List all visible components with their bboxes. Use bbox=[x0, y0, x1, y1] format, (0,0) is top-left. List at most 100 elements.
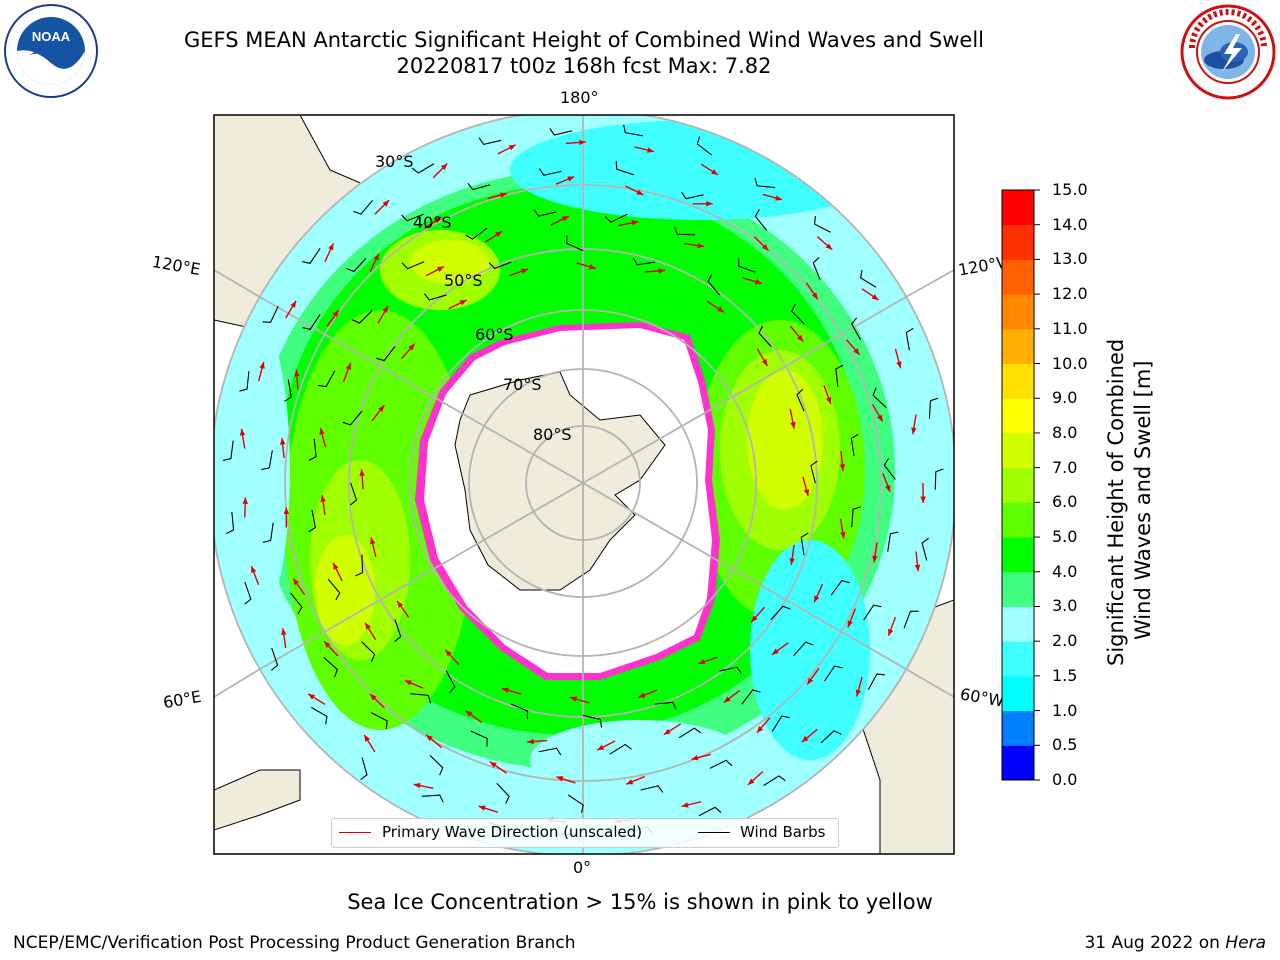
wave-arrow-head bbox=[382, 200, 390, 207]
wave-arrow-head bbox=[495, 231, 503, 238]
wind-barb bbox=[549, 128, 572, 136]
wind-barb bbox=[609, 743, 632, 755]
wave-arrow-head bbox=[500, 192, 507, 198]
wave-arrow-head bbox=[294, 369, 300, 377]
wave-arrow-head bbox=[638, 692, 646, 698]
wind-barb bbox=[771, 715, 790, 732]
wave-arrow-head bbox=[631, 220, 639, 226]
wave-arrow-head bbox=[459, 299, 467, 306]
wave-arrow-head bbox=[871, 294, 879, 301]
wind-barb bbox=[754, 177, 776, 189]
graticule bbox=[214, 115, 954, 854]
wave-arrow-head bbox=[691, 755, 699, 761]
wave-arrow-head bbox=[320, 495, 326, 503]
wave-arrow-head bbox=[259, 361, 265, 369]
colorbar-tick-label: 1.5 bbox=[1052, 665, 1078, 685]
wave-arrow-head bbox=[717, 306, 725, 313]
colorbar-swatch bbox=[1002, 502, 1034, 538]
wind-barb bbox=[355, 554, 364, 577]
wave-arrow-head bbox=[501, 687, 509, 693]
wind-barb bbox=[681, 191, 704, 200]
wave-arrow-head bbox=[404, 680, 412, 686]
wind-barb bbox=[830, 580, 850, 596]
wind-barb bbox=[604, 213, 628, 223]
wind-barb bbox=[411, 163, 435, 174]
wind-barb bbox=[615, 161, 634, 176]
wind-barb bbox=[707, 274, 721, 296]
colorbar-swatch bbox=[1002, 745, 1034, 781]
wind-barb bbox=[370, 712, 388, 729]
wind-barb bbox=[467, 182, 491, 191]
wind-barb bbox=[654, 701, 677, 710]
wave-arrow-head bbox=[333, 562, 339, 570]
colorbar-label-line1: Significant Height of Combined bbox=[1104, 338, 1128, 666]
wind-barb bbox=[262, 522, 274, 543]
wave-arrow-head bbox=[663, 728, 671, 735]
wind-barb bbox=[410, 693, 432, 704]
nws-logo bbox=[1180, 4, 1276, 100]
wave-arrow-head bbox=[751, 615, 758, 623]
wind-barb bbox=[582, 714, 603, 728]
legend-wave-swatch bbox=[339, 832, 371, 833]
wave-arrow-head bbox=[332, 310, 339, 317]
colorbar-tick-label: 5.0 bbox=[1052, 527, 1078, 547]
wind-barb bbox=[429, 754, 444, 776]
wave-arrow-head bbox=[397, 601, 404, 608]
wind-barb bbox=[696, 136, 712, 156]
wind-barb bbox=[470, 730, 488, 747]
lat-label-50s: 50°S bbox=[444, 271, 483, 290]
wave-arrow-head bbox=[319, 427, 325, 435]
colorbar-frame bbox=[1001, 189, 1035, 781]
footer-credit: NCEP/EMC/Verification Post Processing Pr… bbox=[13, 933, 576, 953]
colorbar-tick-label: 14.0 bbox=[1052, 214, 1088, 234]
footer-machine: Hera bbox=[1225, 933, 1266, 953]
wave-arrow-head bbox=[365, 622, 371, 630]
colorbar-tick-label: 11.0 bbox=[1052, 318, 1088, 338]
wind-barb bbox=[640, 785, 664, 793]
wind-barb bbox=[863, 604, 882, 621]
wave-arrow-head bbox=[489, 761, 497, 768]
wind-barb bbox=[820, 730, 842, 744]
map-legend: Primary Wave Direction (unscaled) Wind B… bbox=[331, 818, 839, 848]
wind-barb bbox=[302, 248, 321, 264]
wind-barb bbox=[465, 227, 488, 240]
wave-arrow-head bbox=[527, 738, 534, 745]
wave-arrow-head bbox=[251, 566, 257, 574]
wind-barb bbox=[632, 257, 656, 266]
colorbar-swatch bbox=[1002, 328, 1034, 365]
wind-barb bbox=[763, 775, 786, 786]
map-frame bbox=[213, 114, 955, 855]
colorbar-tick-label: 4.0 bbox=[1052, 561, 1078, 581]
wind-barb bbox=[261, 450, 273, 471]
wave-arrow-head bbox=[567, 176, 575, 182]
wind-barb bbox=[445, 670, 456, 694]
wave-arrow-head bbox=[761, 359, 768, 366]
wind-barb bbox=[239, 371, 250, 392]
lat-label-70s: 70°S bbox=[503, 375, 542, 394]
footer-date-text: 31 Aug 2022 on bbox=[1084, 933, 1220, 953]
wind-barb bbox=[394, 619, 402, 643]
wind-barb bbox=[423, 293, 447, 301]
wind-barb bbox=[860, 269, 877, 288]
wind-barb bbox=[271, 647, 279, 671]
wind-barb bbox=[349, 482, 358, 506]
wave-arrow-head bbox=[658, 268, 665, 274]
wave-arrow-head bbox=[382, 305, 389, 313]
lat-label-80s: 80°S bbox=[533, 425, 572, 444]
wave-arrow-head bbox=[626, 779, 634, 785]
vector-layer bbox=[222, 124, 944, 842]
wave-arrow-head bbox=[413, 782, 421, 789]
wave-arrow-head bbox=[855, 689, 862, 697]
map-panel bbox=[214, 115, 954, 854]
wave-arrow-head bbox=[825, 243, 833, 250]
wave-arrow-head bbox=[426, 734, 433, 742]
wind-barb bbox=[934, 468, 944, 490]
wave-arrow-head bbox=[364, 734, 370, 742]
wave-arrow-head bbox=[896, 361, 902, 369]
wave-arrow-head bbox=[369, 693, 377, 701]
wind-barb bbox=[883, 458, 896, 480]
footer-date: 31 Aug 2022 on Hera bbox=[1084, 933, 1266, 953]
wind-barb bbox=[538, 747, 562, 756]
wave-arrow-head bbox=[706, 200, 713, 207]
